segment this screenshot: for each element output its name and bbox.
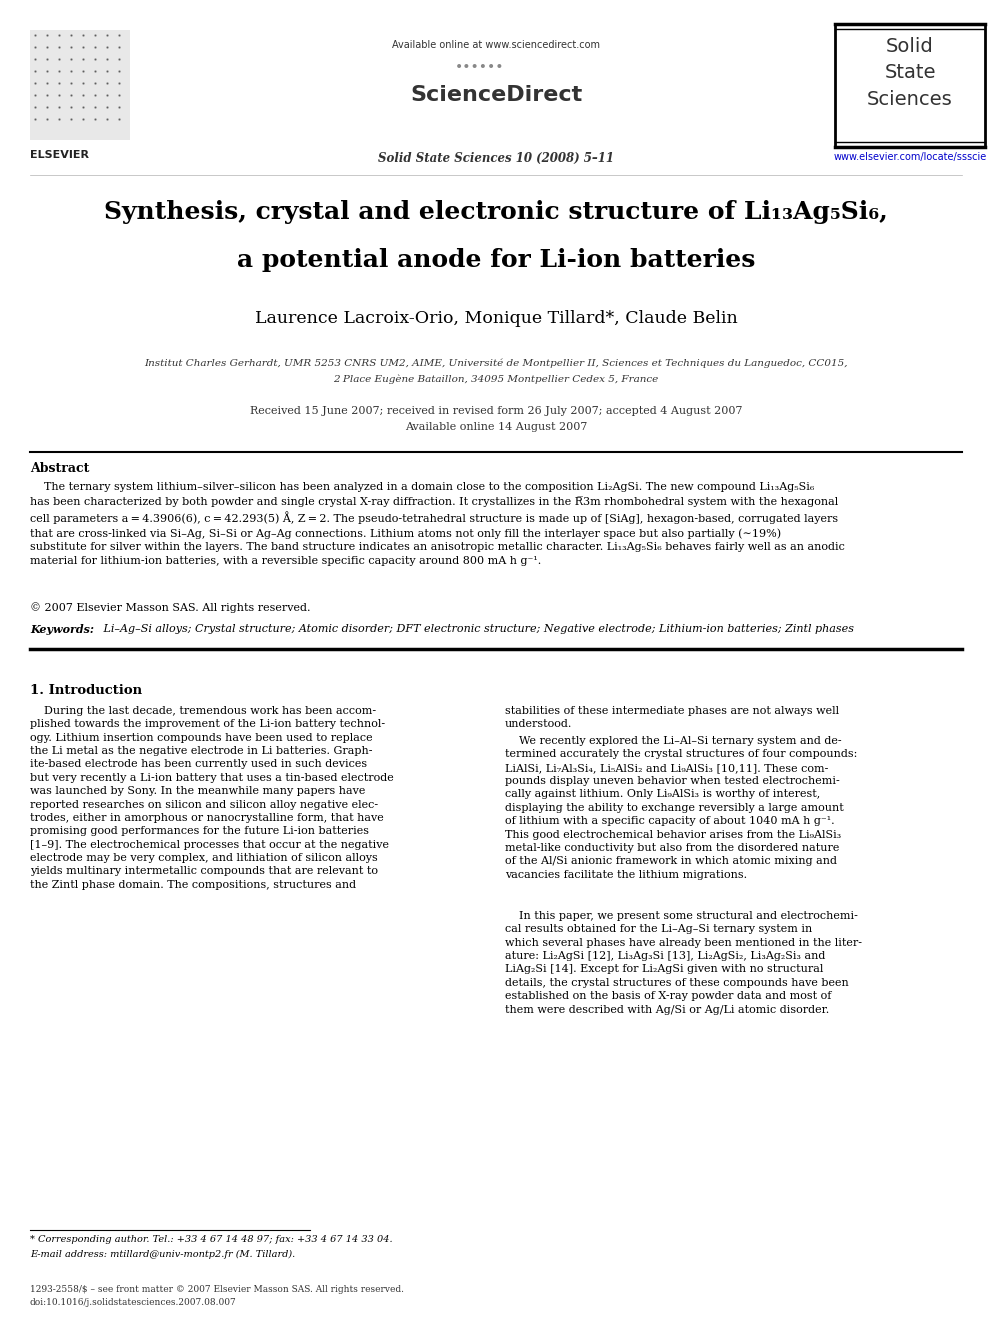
Text: Available online 14 August 2007: Available online 14 August 2007 [405,422,587,433]
Text: Solid
State
Sciences: Solid State Sciences [867,37,953,108]
Text: ScienceDirect: ScienceDirect [410,85,582,105]
Text: Received 15 June 2007; received in revised form 26 July 2007; accepted 4 August : Received 15 June 2007; received in revis… [250,406,742,415]
Text: © 2007 Elsevier Masson SAS. All rights reserved.: © 2007 Elsevier Masson SAS. All rights r… [30,602,310,613]
Text: stabilities of these intermediate phases are not always well
understood.: stabilities of these intermediate phases… [505,706,839,729]
Text: During the last decade, tremendous work has been accom-
plished towards the impr: During the last decade, tremendous work … [30,706,394,889]
Text: Available online at www.sciencedirect.com: Available online at www.sciencedirect.co… [392,40,600,50]
Text: In this paper, we present some structural and electrochemi-
cal results obtained: In this paper, we present some structura… [505,912,862,1015]
Text: ••••••: •••••• [455,60,505,74]
Text: www.elsevier.com/locate/ssscie: www.elsevier.com/locate/ssscie [833,152,987,161]
Text: E-mail address: mtillard@univ-montp2.fr (M. Tillard).: E-mail address: mtillard@univ-montp2.fr … [30,1250,296,1259]
Text: * Corresponding author. Tel.: +33 4 67 14 48 97; fax: +33 4 67 14 33 04.: * Corresponding author. Tel.: +33 4 67 1… [30,1234,393,1244]
Text: Institut Charles Gerhardt, UMR 5253 CNRS UM2, AIME, Université de Montpellier II: Institut Charles Gerhardt, UMR 5253 CNRS… [144,359,848,368]
Text: The ternary system lithium–silver–silicon has been analyzed in a domain close to: The ternary system lithium–silver–silico… [30,482,845,566]
Text: Laurence Lacroix-Orio, Monique Tillard*, Claude Belin: Laurence Lacroix-Orio, Monique Tillard*,… [255,310,737,327]
Text: We recently explored the Li–Al–Si ternary system and de-
termined accurately the: We recently explored the Li–Al–Si ternar… [505,736,857,880]
Text: 1293-2558/$ – see front matter © 2007 Elsevier Masson SAS. All rights reserved.: 1293-2558/$ – see front matter © 2007 El… [30,1285,404,1294]
Bar [30,30,130,140]
Text: 2 Place Eugène Bataillon, 34095 Montpellier Cedex 5, France: 2 Place Eugène Bataillon, 34095 Montpell… [333,374,659,384]
Text: ELSEVIER: ELSEVIER [30,149,89,160]
Text: Solid State Sciences 10 (2008) 5–11: Solid State Sciences 10 (2008) 5–11 [378,152,614,165]
Text: Synthesis, crystal and electronic structure of Li₁₃Ag₅Si₆,: Synthesis, crystal and electronic struct… [104,200,888,224]
Text: a potential anode for Li-ion batteries: a potential anode for Li-ion batteries [237,247,755,273]
Text: Keywords:: Keywords: [30,624,94,635]
Text: Li–Ag–Si alloys; Crystal structure; Atomic disorder; DFT electronic structure; N: Li–Ag–Si alloys; Crystal structure; Atom… [100,624,854,634]
Text: 1. Introduction: 1. Introduction [30,684,142,697]
Text: Abstract: Abstract [30,462,89,475]
Text: doi:10.1016/j.solidstatesciences.2007.08.007: doi:10.1016/j.solidstatesciences.2007.08… [30,1298,237,1307]
